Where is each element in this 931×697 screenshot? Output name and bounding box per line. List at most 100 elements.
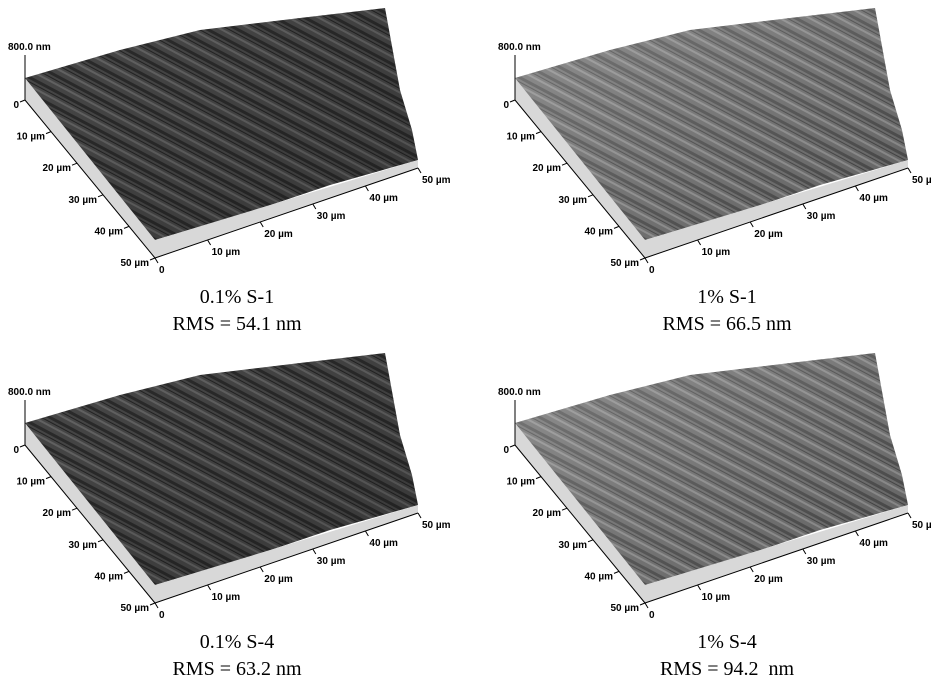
y-tick [124, 571, 129, 573]
y-tick-label: 50 µm [120, 603, 149, 614]
y-tick-label: 50 µm [120, 258, 149, 269]
rms-value: RMS = 54.1 nm [172, 313, 302, 335]
z-axis-label: 800.0 nm [498, 42, 541, 53]
y-tick-label: 0 [13, 445, 19, 456]
z-axis-label: 800.0 nm [8, 387, 51, 398]
x-tick-label: 50 µm [912, 175, 931, 186]
y-tick [640, 603, 645, 605]
x-tick [313, 549, 316, 554]
x-tick [155, 258, 158, 263]
y-tick-label: 0 [503, 100, 509, 111]
y-tick [20, 445, 25, 447]
y-tick-label: 10 µm [16, 477, 45, 488]
caption: 0.1% S-4 [200, 631, 274, 653]
y-tick-label: 40 µm [94, 571, 123, 582]
y-tick [98, 540, 103, 542]
y-tick [124, 226, 129, 228]
x-tick [365, 186, 368, 191]
x-tick-label: 40 µm [859, 538, 888, 549]
y-tick-label: 30 µm [558, 195, 587, 206]
y-tick [614, 571, 619, 573]
caption: 0.1% S-1 [200, 286, 274, 308]
x-tick-label: 40 µm [369, 538, 398, 549]
x-tick [908, 168, 911, 173]
y-tick [562, 163, 567, 165]
y-tick [150, 603, 155, 605]
x-tick [698, 585, 701, 590]
x-tick [208, 585, 211, 590]
x-tick [155, 603, 158, 608]
caption: 1% S-1 [697, 286, 756, 308]
x-tick-label: 20 µm [754, 574, 783, 585]
x-tick-label: 20 µm [264, 574, 293, 585]
y-tick [72, 508, 77, 510]
y-tick [588, 540, 593, 542]
y-tick-label: 30 µm [68, 195, 97, 206]
z-axis-label: 800.0 nm [498, 387, 541, 398]
rms-value: RMS = 63.2 nm [172, 658, 302, 680]
x-tick [803, 549, 806, 554]
rms-value: RMS = 66.5 nm [662, 313, 792, 335]
y-tick-label: 30 µm [558, 540, 587, 551]
y-tick [562, 508, 567, 510]
x-tick-label: 30 µm [317, 211, 346, 222]
y-tick [98, 195, 103, 197]
x-tick [645, 258, 648, 263]
x-tick [260, 222, 263, 227]
x-tick [418, 513, 421, 518]
y-tick-label: 0 [13, 100, 19, 111]
y-tick [640, 258, 645, 260]
x-tick-label: 0 [159, 265, 165, 276]
y-tick [614, 226, 619, 228]
y-tick [46, 477, 51, 479]
afm-panel: 800.0 nm 0 10 µm 20 µm 30 µm 40 µm 50 µm 0 10 µm… [498, 353, 931, 680]
y-tick [72, 163, 77, 165]
x-tick [855, 186, 858, 191]
x-tick [750, 222, 753, 227]
x-tick [365, 531, 368, 536]
x-tick-label: 30 µm [317, 556, 346, 567]
x-tick-label: 20 µm [754, 229, 783, 240]
y-tick-label: 40 µm [584, 226, 613, 237]
x-tick-label: 0 [159, 610, 165, 621]
y-tick [536, 132, 541, 134]
rms-value: RMS = 94.2 nm [660, 658, 795, 680]
y-tick [536, 477, 541, 479]
x-tick-label: 30 µm [807, 211, 836, 222]
y-tick-label: 20 µm [42, 163, 71, 174]
y-tick-label: 10 µm [16, 132, 45, 143]
x-tick-label: 10 µm [702, 247, 731, 258]
x-tick-label: 50 µm [422, 520, 451, 531]
y-tick-label: 20 µm [532, 508, 561, 519]
x-tick-label: 40 µm [859, 193, 888, 204]
caption: 1% S-4 [697, 631, 756, 653]
x-tick-label: 40 µm [369, 193, 398, 204]
x-tick [418, 168, 421, 173]
x-tick-label: 50 µm [422, 175, 451, 186]
x-tick [803, 204, 806, 209]
y-tick [46, 132, 51, 134]
x-tick-label: 20 µm [264, 229, 293, 240]
y-tick-label: 0 [503, 445, 509, 456]
x-tick [313, 204, 316, 209]
y-tick [150, 258, 155, 260]
afm-panel: 800.0 nm 0 10 µm 20 µm 30 µm 40 µm 50 µm 0 10 µm… [498, 8, 931, 335]
x-tick-label: 10 µm [212, 247, 241, 258]
x-tick-label: 30 µm [807, 556, 836, 567]
x-tick-label: 0 [649, 265, 655, 276]
x-tick-label: 0 [649, 610, 655, 621]
y-tick-label: 20 µm [532, 163, 561, 174]
x-tick [855, 531, 858, 536]
y-tick-label: 50 µm [610, 603, 639, 614]
x-tick-label: 10 µm [702, 592, 731, 603]
y-tick-label: 10 µm [506, 477, 535, 488]
x-tick [908, 513, 911, 518]
y-tick-label: 10 µm [506, 132, 535, 143]
y-tick-label: 30 µm [68, 540, 97, 551]
y-tick [588, 195, 593, 197]
x-tick-label: 10 µm [212, 592, 241, 603]
x-tick [750, 567, 753, 572]
y-tick-label: 40 µm [584, 571, 613, 582]
x-tick [698, 240, 701, 245]
z-axis-label: 800.0 nm [8, 42, 51, 53]
